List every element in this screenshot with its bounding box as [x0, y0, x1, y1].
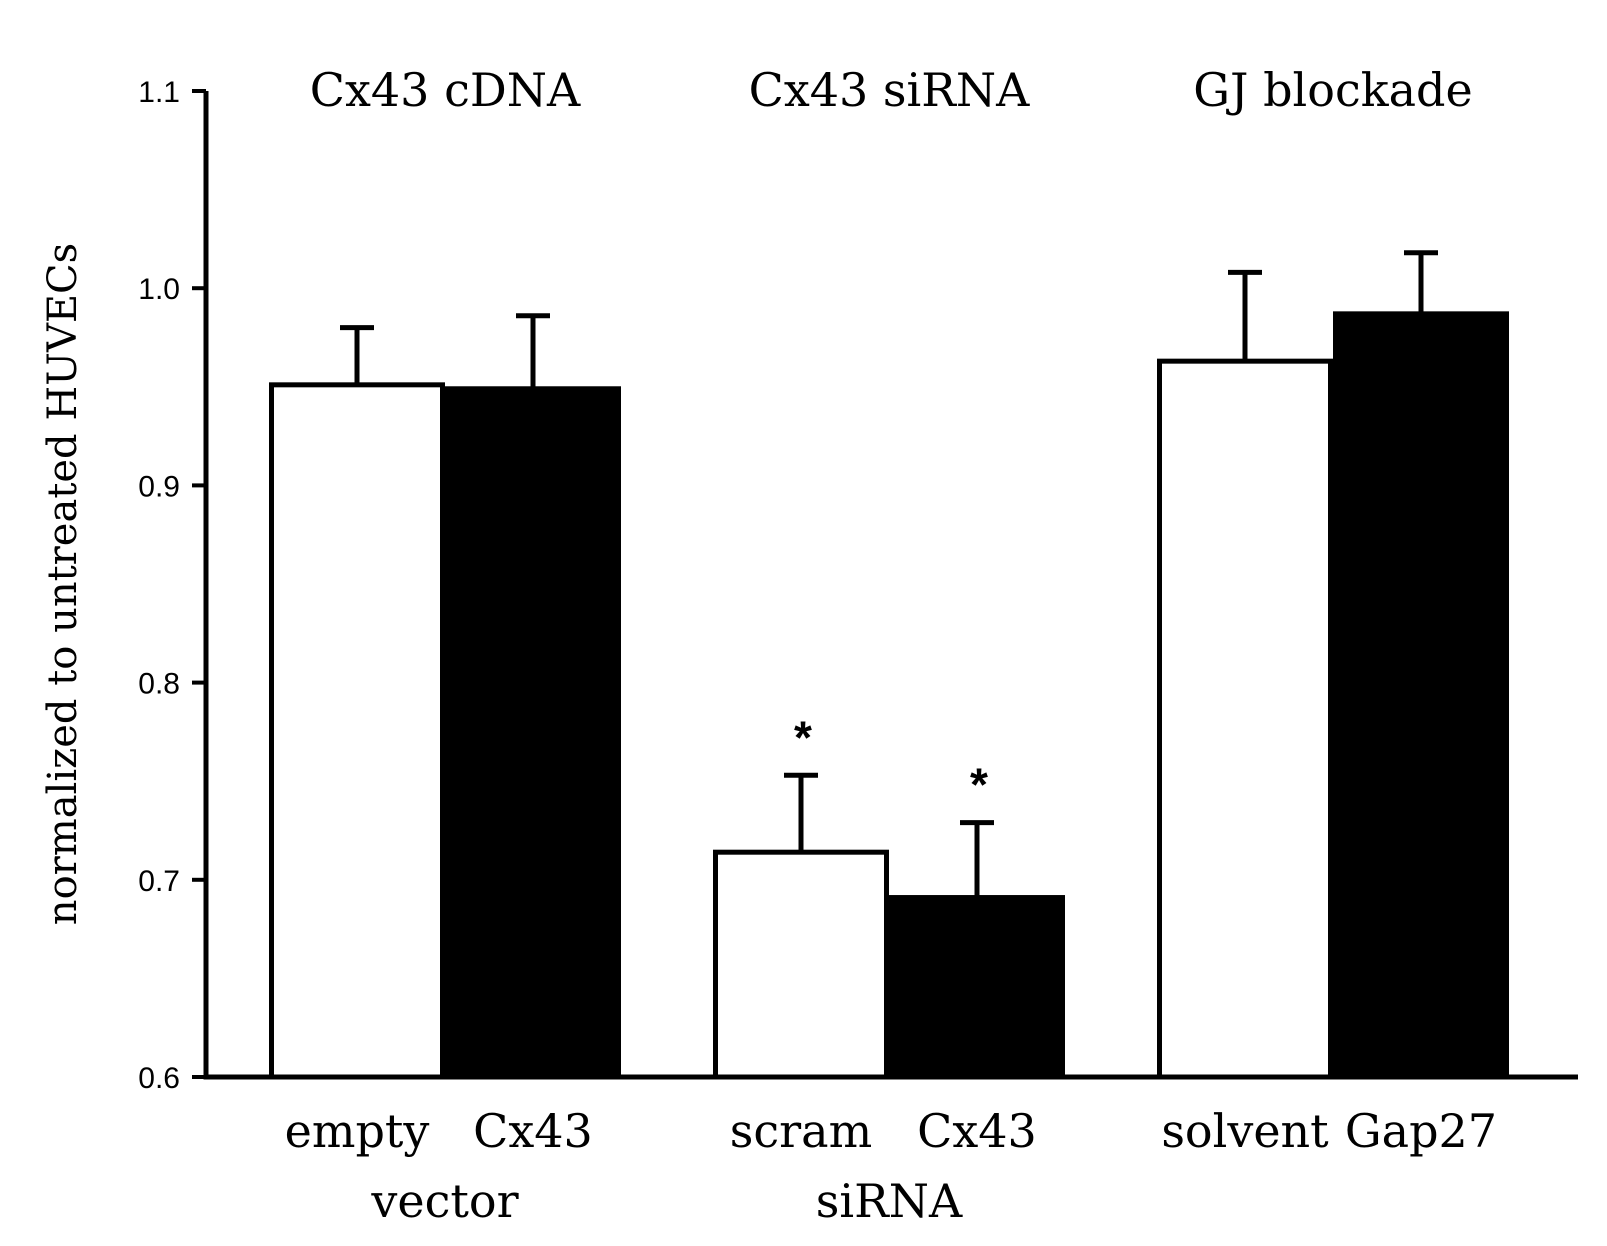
- y-tick-label: 1.1: [138, 76, 180, 109]
- y-tick-label: 0.7: [138, 865, 180, 898]
- category-label: empty: [285, 1104, 430, 1158]
- labels: normalized to untreated HUVECs Cx43 cDNA e…: [40, 63, 1497, 1228]
- group-sublabel: vector: [370, 1174, 518, 1228]
- group-title: GJ blockade: [1193, 63, 1472, 117]
- group-sublabel: siRNA: [816, 1174, 963, 1228]
- y-tick-label: 0.6: [138, 1062, 180, 1095]
- category-label: Cx43: [917, 1104, 1037, 1158]
- significance-marker: *: [794, 711, 812, 763]
- y-axis-label: normalized to untreated HUVECs: [40, 243, 86, 925]
- bar-white: [1157, 358, 1333, 1080]
- y-tick-label: 1.0: [138, 273, 180, 306]
- group-title: Cx43 siRNA: [749, 63, 1030, 117]
- bars: [269, 250, 1509, 1080]
- significance-marker: *: [970, 759, 988, 811]
- category-label: Gap27: [1345, 1104, 1497, 1158]
- bar-black: [445, 386, 621, 1080]
- category-label: scram: [730, 1104, 872, 1158]
- bar-white: [269, 382, 445, 1080]
- bar-white: [713, 849, 889, 1080]
- bar-black: [1333, 311, 1509, 1080]
- y-tick-label: 0.9: [138, 470, 180, 503]
- category-label: solvent: [1161, 1104, 1329, 1158]
- bar-black: [889, 895, 1065, 1080]
- group-title: Cx43 cDNA: [310, 63, 581, 117]
- y-tick-label: 0.8: [138, 668, 180, 701]
- category-label: Cx43: [473, 1104, 593, 1158]
